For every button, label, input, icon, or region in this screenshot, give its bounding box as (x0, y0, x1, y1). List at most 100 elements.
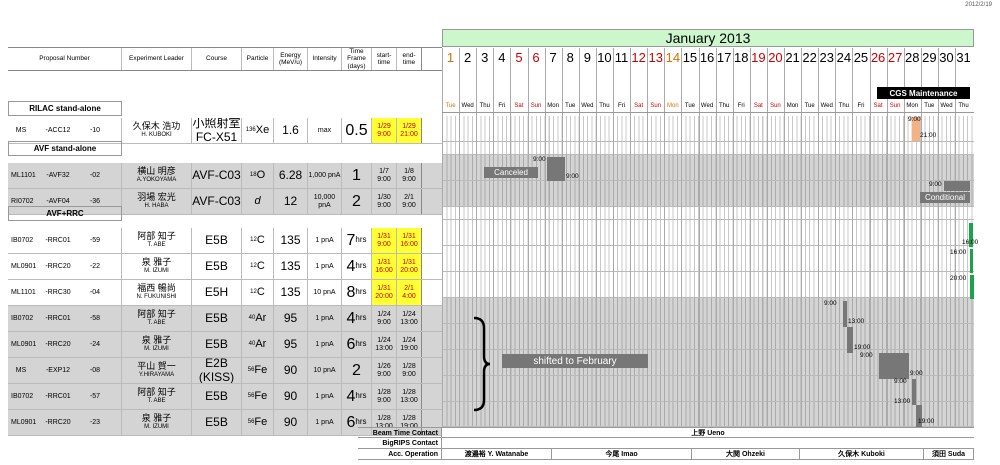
table-row: IB0702 -RRC01 -57 阿部 知子 T. ABE E5B 56 Fe 90 1 pnA… (8, 384, 442, 410)
day-divider (801, 48, 803, 426)
particle-element: Fe (254, 390, 268, 403)
proposal-code: -EXP12 (45, 366, 71, 374)
start-date: 1/24 (377, 336, 391, 344)
day-divider (595, 48, 597, 426)
proposal-suffix: -08 (89, 366, 101, 374)
end-date: 1/24 (402, 310, 416, 318)
canceled-end-time: 9:00 (566, 173, 579, 180)
izumi-e5b-bar (970, 249, 973, 273)
day-divider (955, 48, 956, 426)
time-frame-value: 2 (352, 192, 361, 210)
experiment-leader: 久保木 浩功 H. KUBOKI (122, 118, 192, 143)
particle-mass: 40 (248, 315, 256, 322)
start-hour: 13:00 (375, 344, 393, 352)
header-time-frame: Time Frame (days) (342, 48, 372, 70)
ar-izumi-end: 19:00 (854, 344, 871, 351)
fe-abe-start: 9:00 (894, 378, 907, 385)
intensity: 10 pnA (308, 280, 342, 305)
time-frame: 1 (342, 163, 372, 188)
day-name: Fri (618, 103, 626, 109)
end-hour: 21:00 (400, 130, 418, 138)
particle-element: Ar (255, 338, 267, 351)
abe-end-time: 16:00 (962, 239, 979, 246)
start-date: 1/7 (379, 167, 389, 175)
experiment-leader: 泉 雅子 M. IZUMI (122, 254, 192, 279)
day-name: Tue (445, 103, 456, 109)
day-divider (510, 48, 512, 426)
experiment-leader: 福西 暢尚 N. FUKUNISHI (122, 280, 192, 305)
particle-mass: 40 (248, 341, 256, 348)
rilac-start-time: 9:00 (908, 116, 921, 123)
start-date: 1/31 (377, 258, 391, 266)
start-hour: 20:00 (375, 292, 393, 300)
particle: 12 C (242, 228, 274, 253)
day-divider (561, 48, 563, 426)
day-name: Tue (924, 103, 935, 109)
particle-mass: 12 (250, 263, 257, 270)
particle-element: Ar (255, 312, 267, 325)
leader-name-ja: 横山 明彦 (137, 166, 176, 177)
end-hour: 20:00 (400, 266, 418, 274)
day-number: 1 (446, 50, 455, 65)
start-hour: 9:00 (377, 370, 391, 378)
table-row: IB0702 -RRC01 -59 阿部 知子 T. ABE E5B 12 C 135 1 pnA… (8, 228, 442, 254)
particle-mass: 18 (249, 172, 257, 179)
experiment-leader: 阿部 知子 T. ABE (122, 228, 192, 253)
proposal-suffix: -58 (89, 314, 101, 322)
izumi-start-time: 16:00 (950, 249, 967, 256)
time-frame-unit: hrs (355, 313, 367, 323)
course: E5H (192, 280, 242, 305)
particle-mass: 56 (247, 393, 255, 400)
proposal-code: -RRC20 (45, 262, 71, 270)
end-date: 2/1 (404, 284, 414, 292)
particle-element: O (256, 169, 266, 182)
proposal-number: IB0702 -RRC01 -59 (8, 228, 122, 253)
start-date: 1/24 (377, 310, 391, 318)
acc-operation-row: Acc. Operation 渡邉裕 Y. Watanabe 今尾 Imao 大関 … (358, 449, 974, 460)
end-hour: 19:00 (400, 422, 418, 430)
particle: 56 Fe (242, 410, 274, 435)
day-divider (578, 48, 580, 426)
day-divider (647, 48, 649, 426)
experiment-leader: 羽場 宏光 H. HABA (122, 189, 192, 214)
proposal-prefix: RI0702 (11, 197, 34, 205)
header-proposal: Proposal Number (8, 48, 122, 70)
proposal-suffix: -36 (89, 197, 101, 205)
end-time: 1/28 9:00 (397, 358, 422, 383)
calendar-row (442, 324, 974, 350)
day-number: 12 (631, 50, 646, 65)
fe-izumi-end: 19:00 (918, 418, 935, 425)
calendar-row (442, 376, 974, 402)
proposal-prefix: ML1101 (11, 288, 36, 296)
intensity: 1 pnA (308, 332, 342, 357)
proposal-number: RI0702 -AVF04 -36 (8, 189, 122, 214)
day-name: Sat (873, 103, 883, 109)
day-name: Wed (461, 103, 474, 109)
energy: 1.6 (274, 118, 308, 143)
particle-element: Fe (254, 416, 268, 429)
end-time: 1/29 21:00 (397, 118, 422, 143)
beam-contact-row: Beam Time Contact 上野 Ueno (358, 427, 974, 438)
start-hour: 16:00 (375, 266, 393, 274)
proposal-number: ML0901 -RRC20 -23 (8, 410, 122, 435)
start-date: 1/28 (377, 414, 391, 422)
header-start-time: start-time (372, 48, 397, 70)
course: E5B (192, 306, 242, 331)
day-divider (903, 48, 905, 426)
proposal-prefix: IB0702 (11, 392, 34, 400)
day-number: 9 (583, 50, 591, 65)
day-divider (886, 48, 888, 426)
day-number: 27 (887, 50, 903, 65)
day-divider (766, 48, 768, 426)
particle-mass: 56 (247, 419, 255, 426)
bigrips-contact-row: BigRIPS Contact (358, 438, 974, 449)
proposal-code: -RRC30 (45, 288, 71, 296)
energy: 90 (274, 410, 308, 435)
time-frame: 4 hrs (342, 306, 372, 331)
day-number: 25 (853, 50, 869, 65)
proposal-suffix: -10 (89, 126, 101, 134)
start-time: 1/28 13:00 (372, 410, 397, 435)
intensity: 1,000 pnA (308, 163, 342, 188)
day-number: 30 (939, 50, 954, 65)
energy: 90 (274, 384, 308, 409)
